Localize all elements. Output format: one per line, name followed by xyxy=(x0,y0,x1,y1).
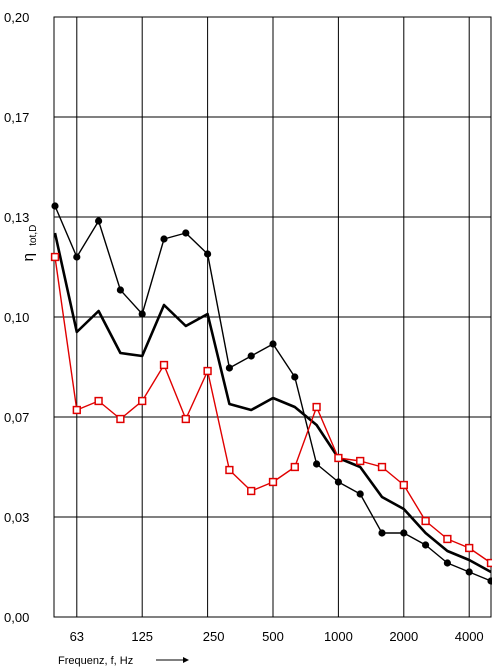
y-tick-label: 0,07 xyxy=(4,410,29,425)
x-tick-label: 500 xyxy=(262,629,284,644)
data-point xyxy=(443,534,452,544)
data-point xyxy=(443,559,451,567)
x-tick-label: 63 xyxy=(70,629,84,644)
series-0 xyxy=(51,202,492,585)
y-axis-label-main: η xyxy=(20,253,37,261)
data-point xyxy=(159,360,169,370)
grid xyxy=(54,17,491,617)
data-point xyxy=(399,480,408,490)
x-tick-label: 4000 xyxy=(455,629,484,644)
y-axis-label: η tot,D xyxy=(20,225,39,262)
plot-frame xyxy=(53,16,492,618)
y-tick-labels: 0,00 0,03 0,07 0,10 0,13 0,17 0,20 xyxy=(4,10,29,625)
x-axis-arrow xyxy=(156,657,189,663)
y-tick-label: 0,13 xyxy=(4,210,29,225)
data-point xyxy=(290,462,299,472)
y-axis-label-sub: tot,D xyxy=(28,225,39,246)
data-point xyxy=(356,490,364,498)
data-point xyxy=(138,310,146,318)
x-tick-label: 2000 xyxy=(389,629,418,644)
series-2 xyxy=(50,252,492,568)
data-point xyxy=(334,453,343,463)
series-line xyxy=(53,232,492,574)
data-point xyxy=(356,456,365,466)
data-point xyxy=(225,465,234,475)
data-point xyxy=(95,217,103,225)
data-point xyxy=(51,202,59,210)
data-point xyxy=(181,414,190,424)
data-point xyxy=(334,478,342,486)
data-point xyxy=(72,405,81,415)
data-point xyxy=(378,529,386,537)
data-point xyxy=(247,352,255,360)
data-point xyxy=(487,577,492,585)
y-tick-label: 0,00 xyxy=(4,610,29,625)
data-point xyxy=(138,396,147,406)
data-point xyxy=(116,286,124,294)
data-point xyxy=(421,516,430,526)
x-tick-label: 250 xyxy=(203,629,225,644)
data-point xyxy=(116,414,125,424)
data-point xyxy=(203,366,212,376)
data-point xyxy=(465,568,473,576)
y-tick-label: 0,20 xyxy=(4,10,29,25)
x-tick-label: 1000 xyxy=(324,629,353,644)
data-point xyxy=(94,396,103,406)
data-point xyxy=(268,477,278,487)
x-tick-label: 125 xyxy=(131,629,153,644)
data-point xyxy=(182,229,190,237)
data-point xyxy=(247,486,256,496)
y-tick-label: 0,03 xyxy=(4,510,29,525)
x-axis-label: Frequenz, f, Hz xyxy=(58,655,133,667)
data-point xyxy=(422,541,430,549)
y-tick-label: 0,10 xyxy=(4,310,29,325)
data-point xyxy=(73,253,81,261)
data-point xyxy=(377,462,387,472)
data-point xyxy=(486,558,492,568)
series-layer xyxy=(50,202,492,585)
data-point xyxy=(312,402,321,412)
data-point xyxy=(465,543,474,553)
data-point xyxy=(313,460,321,468)
data-point xyxy=(291,373,299,381)
data-point xyxy=(400,529,408,537)
y-tick-label: 0,17 xyxy=(4,110,29,125)
data-point xyxy=(204,250,212,258)
data-point xyxy=(50,252,60,262)
data-point xyxy=(160,235,168,243)
series-1 xyxy=(53,232,492,574)
data-point xyxy=(269,340,277,348)
x-tick-labels: 63 125 250 500 1000 2000 4000 xyxy=(70,629,484,644)
data-point xyxy=(225,364,233,372)
